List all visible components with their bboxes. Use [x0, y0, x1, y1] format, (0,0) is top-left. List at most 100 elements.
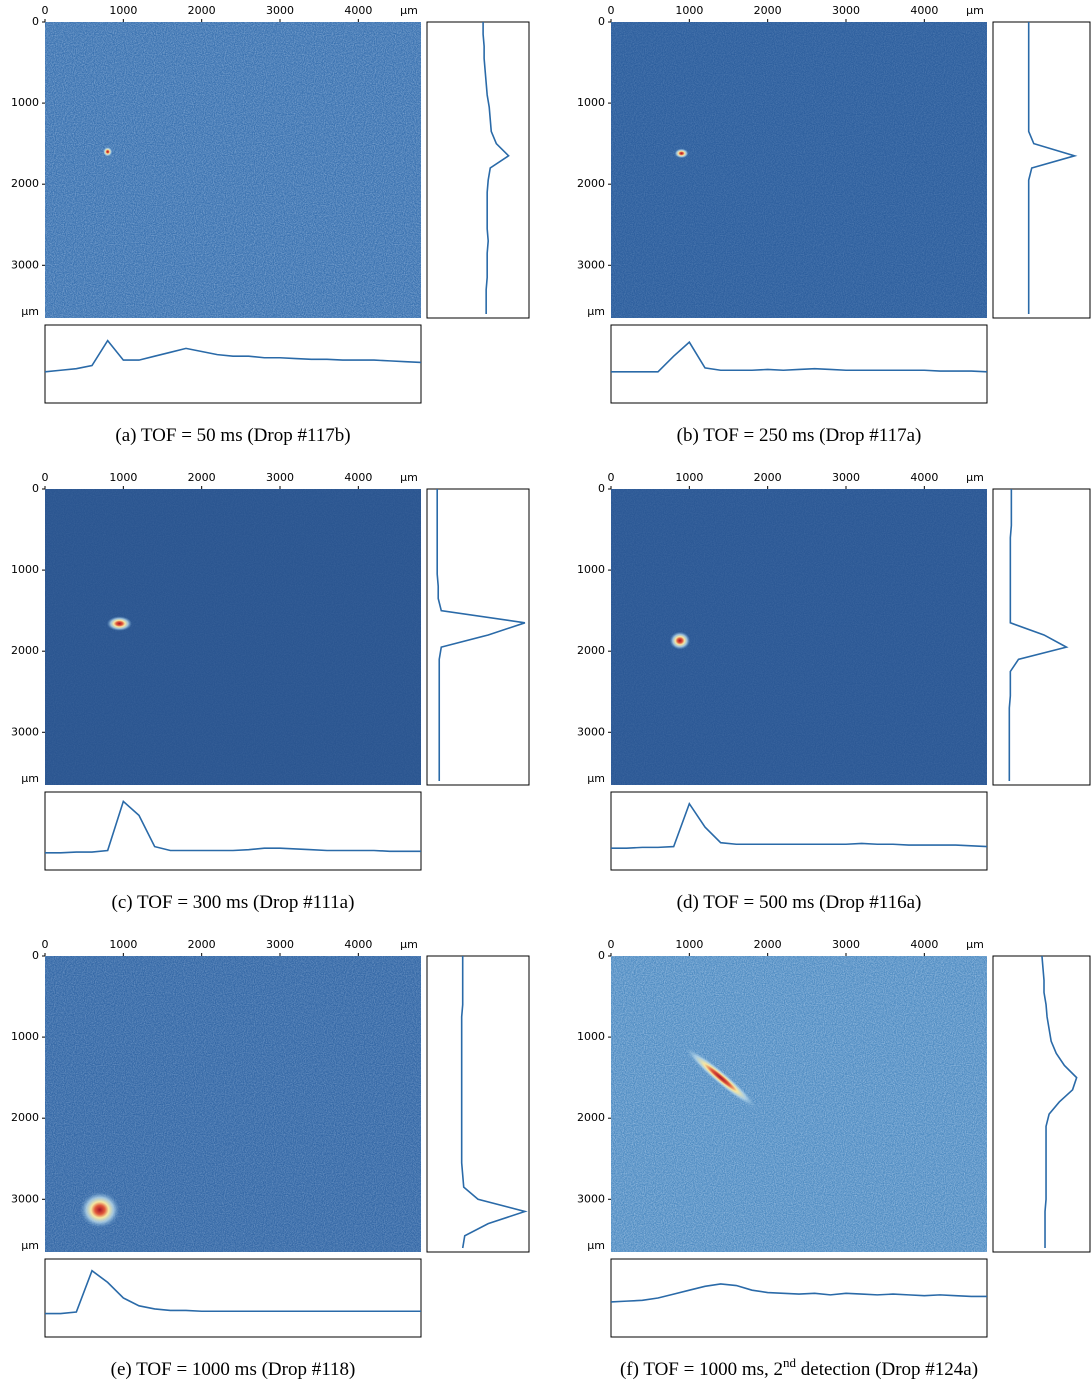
x-tick-label: 0	[42, 471, 49, 484]
caption: (c) TOF = 300 ms (Drop #111a)	[112, 892, 355, 913]
bottom-profile	[611, 801, 988, 849]
y-tick-label: 2000	[11, 177, 39, 190]
bottom-profile	[610, 1283, 987, 1303]
image-texture	[45, 22, 421, 318]
side-profile	[436, 489, 526, 781]
spot	[102, 146, 113, 157]
side-profile-box	[426, 488, 530, 786]
y-tick-label: 0	[598, 15, 605, 28]
caption: (e) TOF = 1000 ms (Drop #118)	[111, 1359, 356, 1380]
y-unit: µm	[587, 772, 605, 785]
x-tick-label: 0	[42, 4, 49, 17]
bottom-profile	[611, 340, 988, 373]
x-tick-label: 1000	[109, 471, 137, 484]
side-profile	[1008, 489, 1069, 781]
y-tick-label: 1000	[11, 563, 39, 576]
y-unit: µm	[587, 1239, 605, 1252]
bottom-profile-box	[610, 791, 988, 871]
x-tick-label: 2000	[188, 4, 216, 17]
x-tick-label: 4000	[910, 938, 938, 951]
x-unit: µm	[966, 471, 984, 484]
y-tick-label: 2000	[577, 177, 605, 190]
caption: (a) TOF = 50 ms (Drop #117b)	[115, 425, 350, 446]
x-tick-label: 4000	[344, 471, 372, 484]
caption-text: (c) TOF = 300 ms (Drop #111a)	[112, 892, 355, 913]
caption-text: (a) TOF = 50 ms (Drop #117b)	[115, 425, 350, 446]
y-tick-label: 1000	[577, 1030, 605, 1043]
caption: (d) TOF = 500 ms (Drop #116a)	[677, 892, 922, 913]
x-tick-label: 1000	[109, 4, 137, 17]
image	[611, 22, 987, 318]
x-tick-label: 3000	[832, 938, 860, 951]
caption: (b) TOF = 250 ms (Drop #117a)	[677, 425, 922, 446]
x-tick-label: 3000	[266, 4, 294, 17]
bottom-profile	[45, 1269, 421, 1315]
y-tick-label: 1000	[577, 563, 605, 576]
x-tick-label: 1000	[109, 938, 137, 951]
y-unit: µm	[21, 772, 39, 785]
y-tick-label: 3000	[11, 258, 39, 271]
y-unit: µm	[587, 305, 605, 318]
side-profile-box	[426, 21, 530, 319]
image	[45, 22, 421, 318]
image-texture	[611, 489, 987, 785]
side-profile-box	[992, 955, 1091, 1253]
x-tick-label: 2000	[188, 471, 216, 484]
x-tick-label: 2000	[754, 938, 782, 951]
x-tick-label: 1000	[675, 471, 703, 484]
x-tick-label: 4000	[344, 938, 372, 951]
x-unit: µm	[400, 471, 418, 484]
y-tick-label: 3000	[577, 725, 605, 738]
image	[611, 956, 987, 1252]
side-profile-box	[426, 955, 530, 1253]
x-unit: µm	[966, 938, 984, 951]
x-tick-label: 3000	[266, 938, 294, 951]
x-tick-label: 3000	[266, 471, 294, 484]
bottom-profile-box	[44, 1258, 422, 1338]
x-tick-label: 0	[608, 471, 615, 484]
bottom-profile-box	[44, 791, 422, 871]
x-tick-label: 4000	[344, 4, 372, 17]
side-profile-box	[992, 488, 1091, 786]
image	[611, 489, 987, 785]
caption-end: detection (Drop #124a)	[796, 1359, 978, 1380]
y-tick-label: 3000	[11, 725, 39, 738]
y-tick-label: 1000	[11, 1030, 39, 1043]
caption-sup: nd	[783, 1355, 797, 1370]
side-profile-box	[992, 21, 1091, 319]
bottom-profile	[45, 799, 421, 854]
caption: (f) TOF = 1000 ms, 2nd detection (Drop #…	[620, 1355, 978, 1380]
y-unit: µm	[21, 305, 39, 318]
bottom-profile	[44, 339, 422, 373]
y-tick-label: 1000	[577, 96, 605, 109]
side-profile	[1027, 22, 1078, 314]
y-tick-label: 2000	[577, 644, 605, 657]
x-tick-label: 1000	[675, 938, 703, 951]
y-tick-label: 3000	[577, 258, 605, 271]
y-unit: µm	[21, 1239, 39, 1252]
y-tick-label: 0	[32, 482, 39, 495]
caption-text: (f) TOF = 1000 ms, 2	[620, 1359, 783, 1380]
x-tick-label: 2000	[754, 471, 782, 484]
x-tick-label: 4000	[910, 4, 938, 17]
bottom-profile-box	[610, 324, 988, 404]
spot	[684, 1047, 757, 1109]
y-tick-label: 3000	[577, 1192, 605, 1205]
x-tick-label: 0	[608, 4, 615, 17]
spot	[674, 148, 689, 159]
x-unit: µm	[966, 4, 984, 17]
x-tick-label: 2000	[188, 938, 216, 951]
caption-text: (d) TOF = 500 ms (Drop #116a)	[677, 892, 922, 913]
x-tick-label: 0	[42, 938, 49, 951]
bottom-profile-box	[610, 1258, 988, 1338]
caption-text: (e) TOF = 1000 ms (Drop #118)	[111, 1359, 356, 1380]
spot	[669, 631, 691, 650]
y-tick-label: 0	[32, 949, 39, 962]
bottom-profile-box	[44, 324, 422, 404]
y-tick-label: 0	[598, 949, 605, 962]
x-tick-label: 3000	[832, 4, 860, 17]
image	[45, 489, 421, 785]
y-tick-label: 2000	[577, 1111, 605, 1124]
image-texture	[45, 489, 421, 785]
